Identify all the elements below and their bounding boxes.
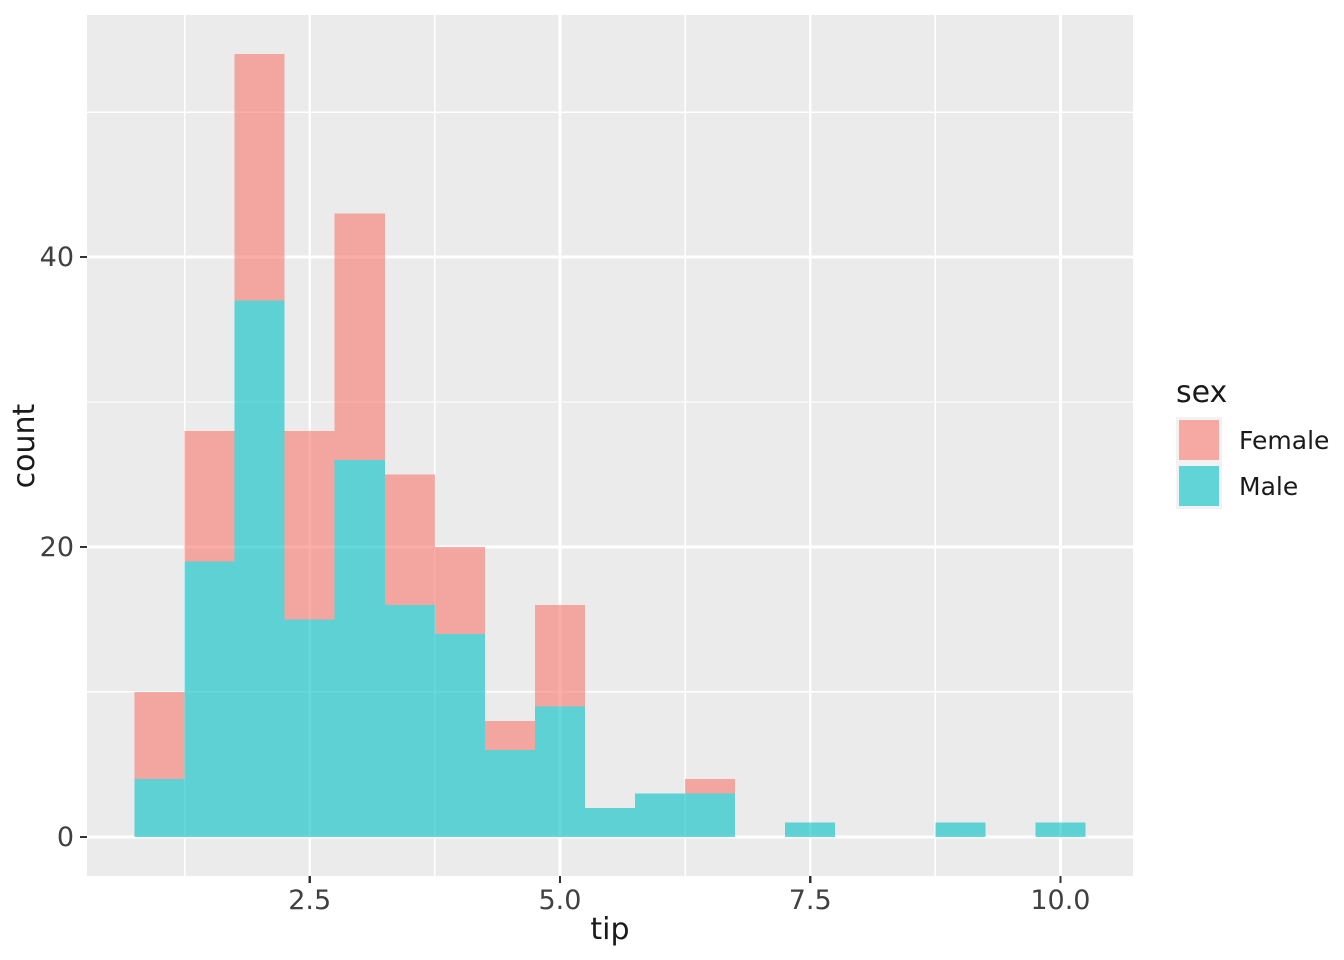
bar-segment-male: [635, 793, 686, 837]
bar-segment-male: [1035, 822, 1086, 837]
legend-item-male: Male: [1176, 463, 1329, 509]
y-axis-title: count: [7, 403, 42, 489]
bar-segment-male: [484, 749, 535, 837]
legend-label-female: Female: [1239, 425, 1330, 455]
x-tick-label: 2.5: [288, 885, 331, 916]
bar-segment-female: [334, 213, 385, 460]
bar-segment-male: [434, 633, 485, 837]
legend-swatch-male: [1179, 466, 1219, 506]
legend-swatch-female: [1179, 420, 1219, 460]
y-tick-label: 0: [57, 822, 74, 853]
bar-segment-male: [134, 778, 185, 837]
x-tick-label: 5.0: [538, 885, 581, 916]
bar-segment-male: [334, 459, 385, 837]
bar-segment-male: [935, 822, 986, 837]
bar-segment-female: [534, 604, 585, 707]
bar-segment-male: [284, 619, 335, 837]
bar-segment-female: [434, 546, 485, 634]
bar-segment-male: [184, 561, 235, 837]
bar-segment-male: [234, 300, 285, 837]
bar-segment-female: [234, 54, 285, 301]
y-tick-label: 20: [40, 532, 74, 563]
legend-key-female: [1176, 417, 1222, 463]
bar-segment-female: [184, 431, 235, 562]
legend-key-male: [1176, 463, 1222, 509]
bar-segment-male: [584, 807, 636, 837]
x-axis-title: tip: [590, 912, 630, 947]
bar-segment-male: [785, 822, 836, 837]
bar-segment-female: [484, 720, 535, 750]
bar-segment-female: [384, 474, 435, 605]
legend-title: sex: [1176, 375, 1228, 410]
x-tick-label: 7.5: [789, 885, 832, 916]
bar-segment-female: [134, 691, 185, 779]
bar-segment-male: [685, 793, 736, 837]
x-tick-label: 10.0: [1030, 885, 1090, 916]
legend-label-male: Male: [1239, 471, 1299, 501]
y-tick-label: 40: [40, 242, 74, 273]
bar-segment-female: [284, 431, 335, 620]
bar-segment-male: [384, 604, 435, 837]
legend-item-female: Female: [1176, 417, 1329, 463]
legend: sex Female Male: [1176, 376, 1329, 509]
bar-segment-male: [534, 706, 585, 837]
bar-segment-female: [685, 778, 736, 794]
